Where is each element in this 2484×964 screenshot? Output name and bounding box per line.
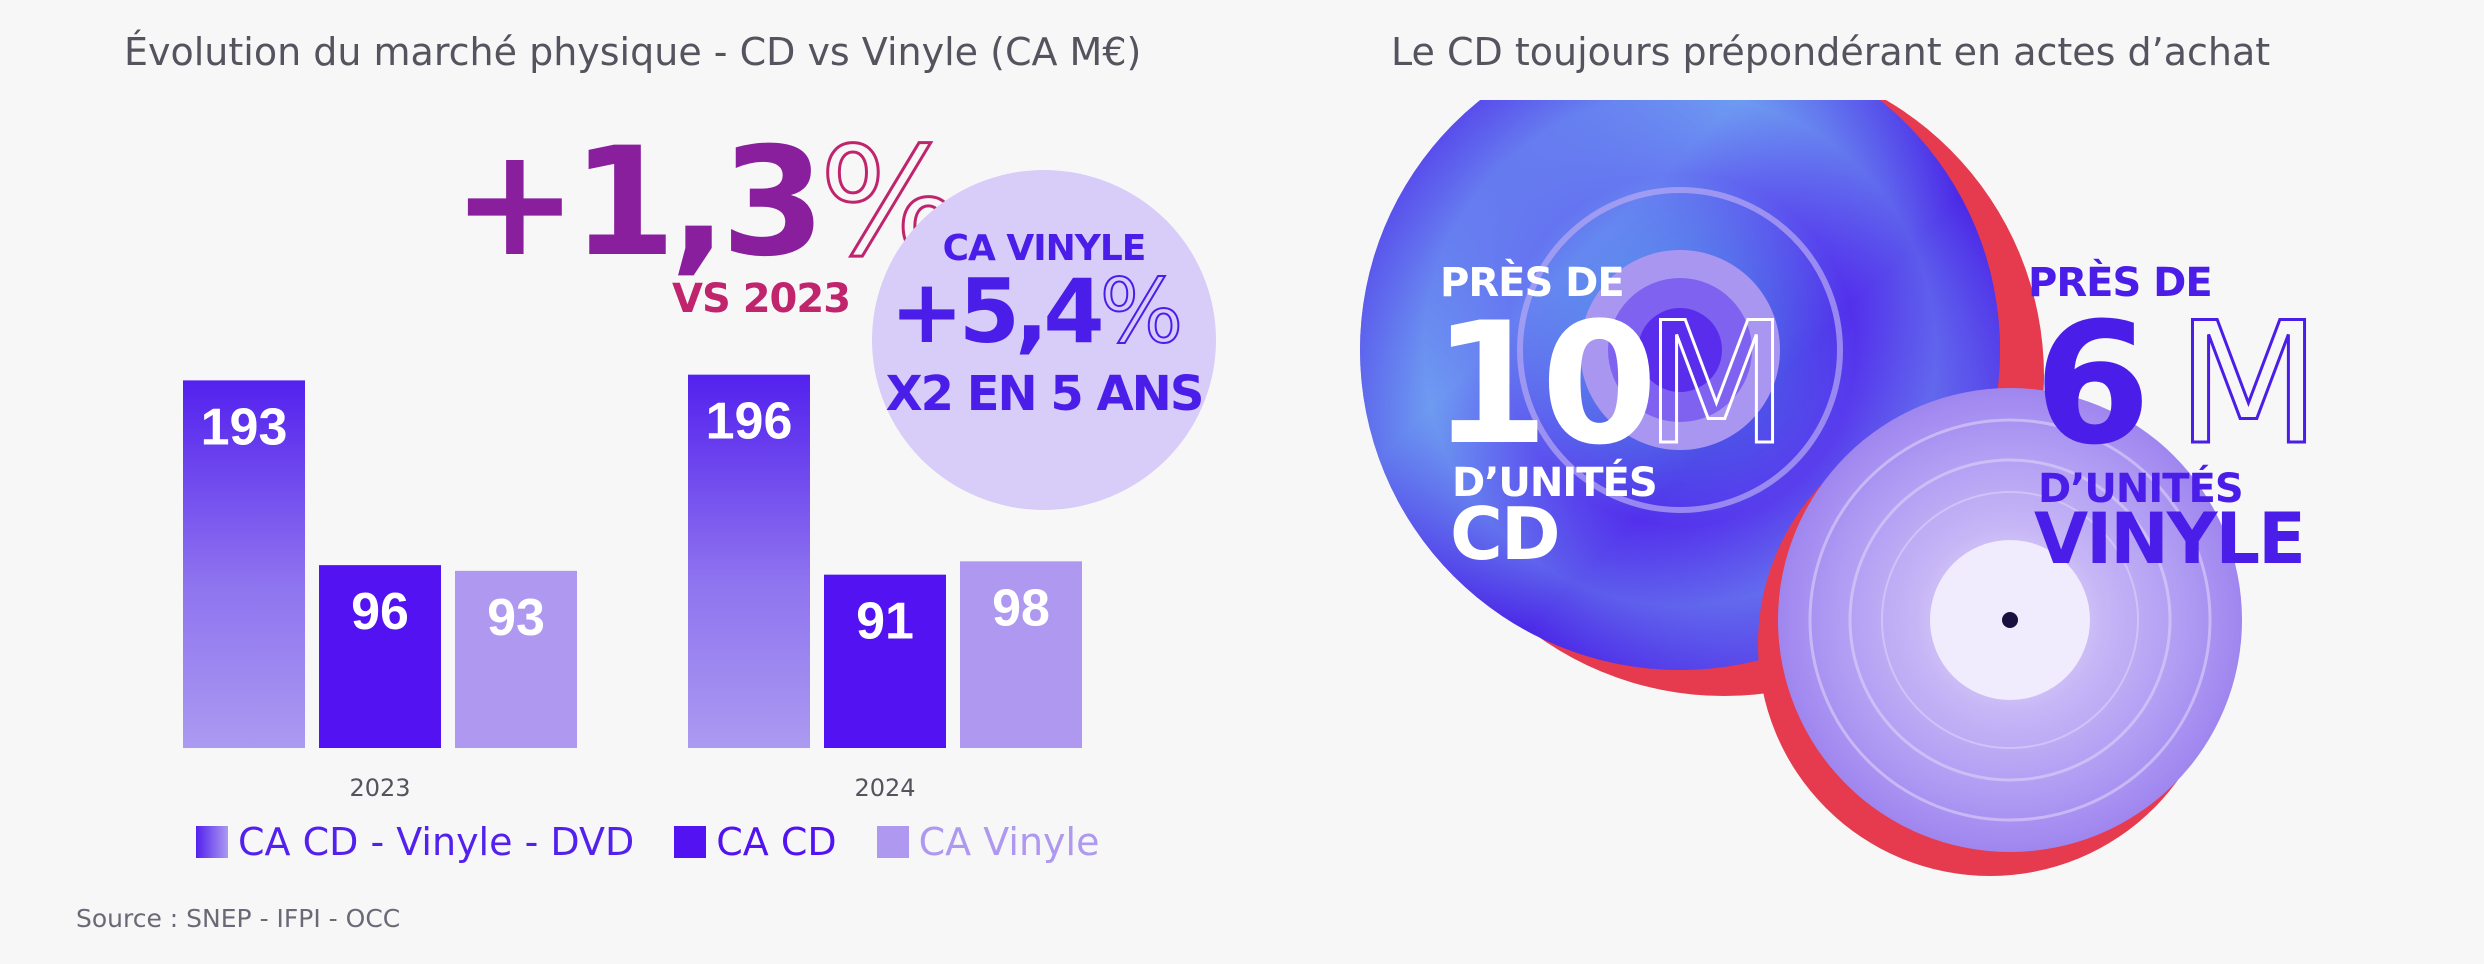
cd-unit: M — [1643, 286, 1791, 482]
vinyl-units-label: D’UNITÉS — [2038, 466, 2244, 512]
vinyl-hole — [2002, 612, 2018, 628]
bubble-number: +5,4 — [890, 260, 1105, 363]
legend-item-vinyl: CA Vinyle — [876, 820, 1100, 864]
legend-label-vinyl: CA Vinyle — [918, 820, 1100, 864]
cd-number: 10 — [1432, 286, 1658, 482]
vinyl-number: 6 — [2034, 286, 2151, 482]
chart-title: Évolution du marché physique - CD vs Vin… — [124, 30, 1142, 74]
vinyl-unit: M — [2175, 286, 2323, 482]
bubble-percentage: +5,4% — [890, 267, 1184, 357]
cd-hole — [1638, 308, 1722, 392]
vinyl-groove-3 — [1881, 491, 2139, 749]
bar-value-total-2023: 193 — [201, 398, 288, 456]
bar-vinyl-2024 — [960, 561, 1082, 748]
infographic-title: Le CD toujours prépondérant en actes d’a… — [1391, 30, 2271, 74]
legend-label-cd: CA CD — [716, 820, 837, 864]
legend-swatch-total — [196, 826, 228, 858]
vinyl-groove-1 — [1808, 418, 2212, 822]
vinyl-prefix: PRÈS DE — [2028, 260, 2213, 306]
bar-total-2023 — [183, 380, 305, 748]
bar-value-cd-2024: 91 — [856, 593, 914, 651]
vinyl-growth-bubble: CA VINYLE +5,4% X2 EN 5 ANS — [872, 170, 1216, 510]
bubble-subtext: X2 EN 5 ANS — [885, 366, 1205, 422]
bar-value-cd-2023: 96 — [351, 583, 409, 641]
bar-value-total-2024: 196 — [706, 393, 793, 451]
discs-illustration — [1360, 100, 2242, 876]
cd-product: CD — [1450, 492, 1561, 576]
legend-swatch-vinyl — [876, 826, 909, 858]
vinyl-product: VINYLE — [2034, 498, 2306, 580]
bubble-heading: CA VINYLE — [942, 228, 1147, 269]
x-tick-2024: 2024 — [854, 774, 915, 800]
growth-comparison: VS 2023 — [672, 276, 851, 322]
bubble-percent-sign: % — [1099, 260, 1185, 363]
cd-units-label: D’UNITÉS — [1452, 460, 1658, 506]
legend-item-cd: CA CD — [674, 820, 837, 864]
bar-value-vinyl-2024: 98 — [992, 579, 1050, 637]
legend-item-total: CA CD - Vinyle - DVD — [196, 820, 634, 864]
cd-inner-ring — [1517, 187, 1843, 513]
legend-label-total: CA CD - Vinyle - DVD — [238, 820, 635, 864]
cd-prefix: PRÈS DE — [1440, 260, 1625, 306]
bar-cd-2024 — [824, 574, 946, 748]
bar-cd-2023 — [319, 565, 441, 748]
vinyl-groove-2 — [1848, 458, 2172, 782]
x-tick-2023: 2023 — [349, 774, 410, 800]
bar-chart: 193 96 93 2023 196 91 98 2024 — [183, 374, 1082, 800]
growth-callout: +1,3% — [452, 127, 963, 280]
bar-value-vinyl-2023: 93 — [487, 589, 545, 647]
bar-total-2024 — [688, 374, 810, 748]
growth-number: +1,3 — [452, 116, 825, 290]
source-note: Source : SNEP - IFPI - OCC — [76, 904, 401, 933]
legend-swatch-cd — [674, 826, 707, 858]
bar-vinyl-2023 — [455, 570, 577, 748]
chart-legend: CA CD - Vinyle - DVD CA CD CA Vinyle — [196, 820, 1139, 864]
